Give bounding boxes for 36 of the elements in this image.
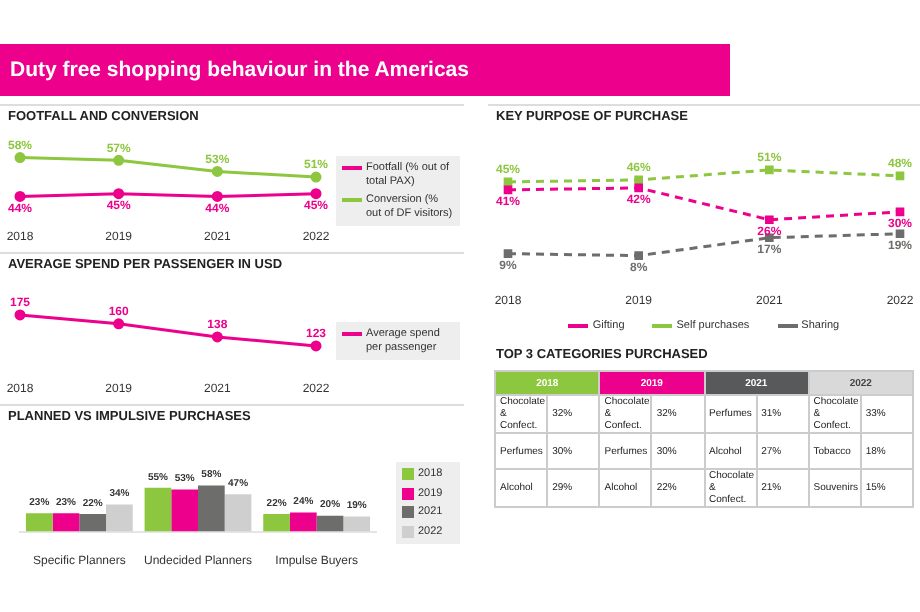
- point: [211, 190, 223, 202]
- bar: [25, 513, 53, 532]
- bar: [263, 514, 290, 532]
- text: Duty free shopping behaviour in the Americas: [10, 58, 469, 82]
- point: [113, 188, 125, 200]
- bar: [171, 489, 198, 532]
- point: [310, 188, 322, 200]
- bar: [52, 513, 80, 532]
- point: [634, 251, 643, 260]
- point: [634, 175, 643, 185]
- bar: [316, 515, 344, 532]
- point: [503, 177, 513, 187]
- point: [895, 171, 905, 181]
- point: [634, 183, 643, 193]
- point: [14, 309, 26, 321]
- bar: [144, 487, 172, 532]
- point: [211, 331, 223, 343]
- point: [895, 229, 905, 239]
- point: [113, 154, 125, 166]
- bar: [343, 516, 371, 532]
- bar: [224, 494, 252, 532]
- point: [211, 165, 223, 177]
- point: [765, 215, 774, 225]
- point: [765, 165, 774, 175]
- bar: [289, 512, 317, 532]
- point: [310, 340, 322, 352]
- point: [14, 190, 26, 202]
- point: [503, 185, 513, 195]
- point: [14, 152, 26, 164]
- point: [503, 249, 513, 258]
- point: [113, 318, 125, 330]
- point: [895, 207, 905, 217]
- bar: [198, 485, 225, 532]
- point: [310, 171, 322, 183]
- bar: [79, 514, 107, 532]
- bar: [106, 504, 133, 532]
